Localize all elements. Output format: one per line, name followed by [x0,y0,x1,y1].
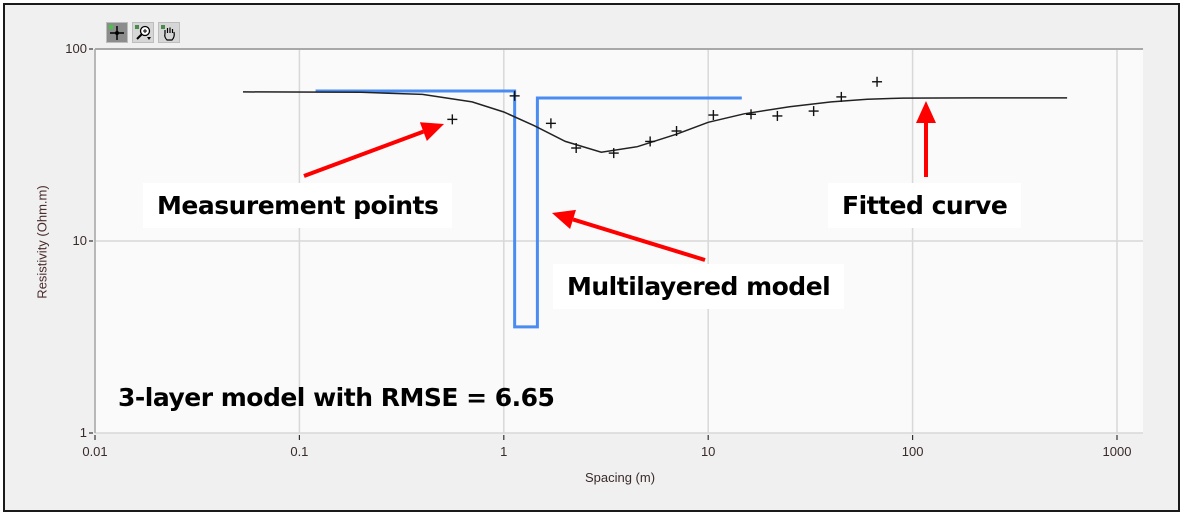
graph-palette [106,22,180,43]
axes [89,48,1143,440]
x-tick-label: 1000 [1102,444,1132,459]
y-tick-label: 100 [65,41,87,56]
pan-hand-icon [164,27,175,41]
annotation-fitted-curve: Fitted curve [828,183,1022,228]
y-tick-label: 1 [79,425,87,440]
status-led-icon [135,25,139,29]
x-tick-label: 1 [500,444,508,459]
status-led-icon [109,25,113,29]
zoom-tool-button[interactable] [132,22,154,43]
x-tick-label: 10 [700,444,716,459]
x-axis-label: Spacing (m) [584,470,656,485]
annotation-arrows [303,101,936,262]
x-tick-label: 0.01 [82,444,108,459]
y-tick-label: 10 [72,233,87,248]
cursor-tool-button[interactable] [106,22,128,43]
annotation-multilayered-model: Multilayered model [553,264,845,309]
status-led-icon [161,25,165,29]
rmse-label: 3-layer model with RMSE = 6.65 [118,383,555,412]
multilayered-model-line [315,89,742,329]
zoom-magnifier-icon [136,25,151,40]
x-tick-label: 100 [901,444,924,459]
measurement-points [447,76,883,159]
x-tick-label: 0.1 [290,444,309,459]
crosshair-icon [110,25,124,40]
annotation-measurement-points: Measurement points [143,183,453,228]
pan-tool-button[interactable] [158,22,180,43]
y-axis-label: Resistivity (Ohm.m) [34,185,50,299]
fitted-curve-line [242,91,1068,153]
